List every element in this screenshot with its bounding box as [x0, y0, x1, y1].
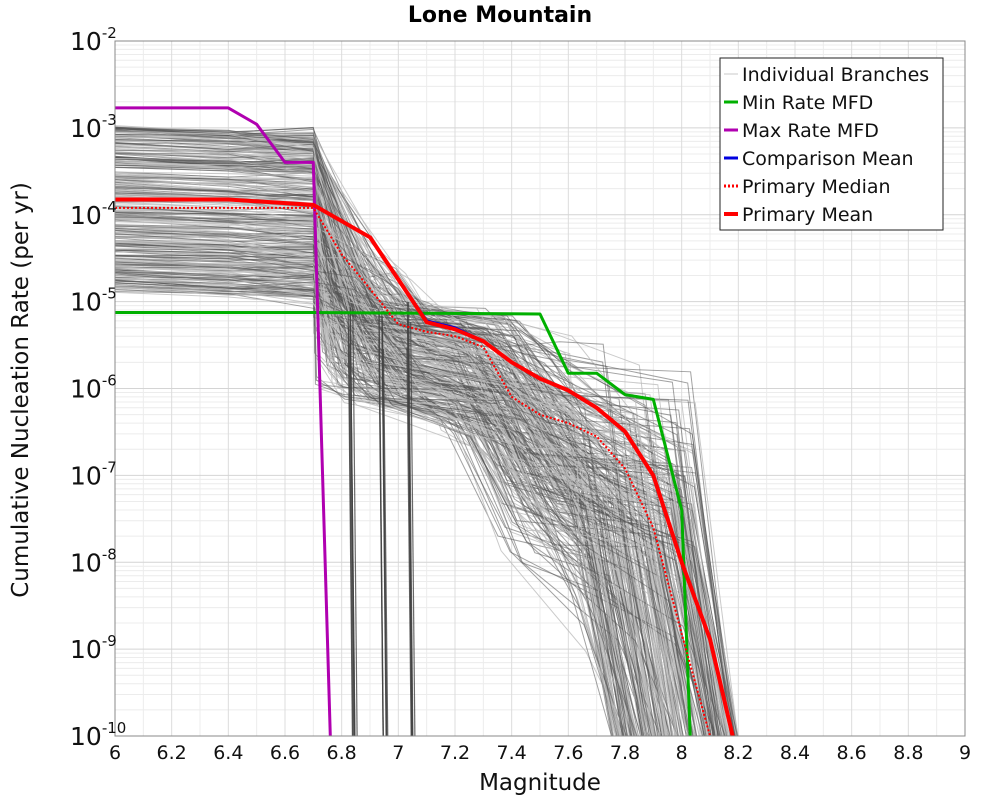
x-tick-label: 7.8: [610, 742, 640, 764]
legend-label: Min Rate MFD: [742, 92, 873, 114]
legend-label: Max Rate MFD: [742, 120, 879, 142]
legend-label: Primary Mean: [742, 204, 873, 226]
chart-title: Lone Mountain: [408, 3, 592, 28]
x-tick-label: 8.6: [837, 742, 867, 764]
branch-line: [114, 255, 720, 737]
x-tick-label: 8.4: [780, 742, 810, 764]
branch-line: [114, 205, 661, 737]
y-tick-label: 10-4: [70, 198, 117, 230]
x-axis-label: Magnitude: [479, 770, 601, 796]
branch-line: [114, 167, 716, 737]
y-axis-label: Cumulative Nucleation Rate (per yr): [8, 182, 34, 598]
branch-drop-line: [382, 348, 389, 737]
x-tick-label: 6.2: [157, 742, 187, 764]
legend-label: Comparison Mean: [742, 148, 914, 170]
series-max-rate-mfd: [115, 106, 332, 737]
y-tick-label: 10-9: [70, 632, 117, 664]
y-tick-label: 10-3: [70, 111, 117, 143]
branch-line: [114, 131, 678, 737]
branch-line: [114, 230, 705, 737]
branch-line: [114, 232, 687, 737]
legend-label: Primary Median: [742, 176, 891, 198]
x-tick-label: 9: [959, 742, 971, 764]
branch-drop-line: [348, 343, 355, 737]
x-tick-label: 7: [392, 742, 404, 764]
branch-drop-line: [406, 347, 412, 737]
branch-line: [114, 142, 652, 737]
y-tick-label: 10-2: [70, 24, 117, 56]
series-primary-mean: [115, 197, 735, 737]
branch-line: [114, 180, 648, 737]
branch-line: [114, 145, 619, 737]
x-tick-label: 8.8: [893, 742, 923, 764]
x-tick-label: 7.2: [440, 742, 470, 764]
branch-drop-line: [348, 327, 354, 737]
branch-line: [114, 283, 635, 737]
branch-drop-line: [407, 319, 413, 737]
x-tick-label: 7.4: [497, 742, 527, 764]
y-tick-label: 10-8: [70, 545, 117, 577]
branch-drop-line: [410, 322, 416, 737]
branch-line: [114, 212, 715, 737]
branch-line: [114, 126, 712, 737]
branch-line: [114, 233, 690, 737]
branch-line: [114, 258, 736, 737]
branch-line: [114, 196, 729, 737]
x-tick-label: 6.4: [213, 742, 243, 764]
branch-drop-line: [378, 338, 384, 737]
branch-line: [114, 254, 692, 737]
y-tick-label: 10-10: [70, 719, 126, 751]
branch-line: [114, 259, 634, 737]
y-axis-ticks: 10-2 10-3 10-4 10-5 10-6 10-7 10-8 10-9 10-10: [70, 24, 126, 751]
branch-line: [114, 152, 632, 737]
y-tick-label: 10-5: [70, 285, 117, 317]
branch-line: [114, 241, 739, 737]
branch-line: [114, 265, 706, 737]
legend-label: Individual Branches: [742, 64, 929, 86]
branch-line: [114, 275, 694, 737]
branch-line: [114, 241, 613, 737]
x-axis-ticks: 6 6.2 6.4 6.6 6.8 7 7.2 7.4 7.6 7.8 8 8.2 8.4 8.6 8.8 9: [109, 742, 971, 764]
x-tick-label: 6: [109, 742, 121, 764]
x-tick-label: 7.6: [553, 742, 583, 764]
x-tick-label: 6.8: [327, 742, 357, 764]
branch-drop-line: [350, 348, 356, 737]
legend: Individual Branches Min Rate MFD Max Rate …: [719, 57, 944, 231]
series-layer: [115, 106, 735, 737]
branch-line: [114, 224, 627, 737]
branch-drop-line: [381, 316, 388, 737]
y-tick-label: 10-7: [70, 458, 117, 490]
branch-line: [114, 249, 725, 737]
y-tick-label: 10-6: [70, 372, 117, 404]
branch-line: [114, 187, 704, 737]
branch-line: [114, 181, 718, 737]
plot-frame: [114, 40, 966, 737]
branch-line: [114, 174, 696, 737]
individual-branches: [114, 125, 739, 737]
branch-line: [114, 139, 664, 737]
branch-line: [114, 267, 655, 737]
x-tick-label: 6.6: [270, 742, 300, 764]
branch-line: [114, 288, 668, 737]
x-tick-label: 8: [676, 742, 688, 764]
branch-drop-line: [352, 308, 358, 737]
branch-line: [114, 271, 719, 737]
branch-line: [114, 279, 665, 737]
x-tick-label: 8.2: [723, 742, 753, 764]
legend-box: [719, 57, 944, 231]
